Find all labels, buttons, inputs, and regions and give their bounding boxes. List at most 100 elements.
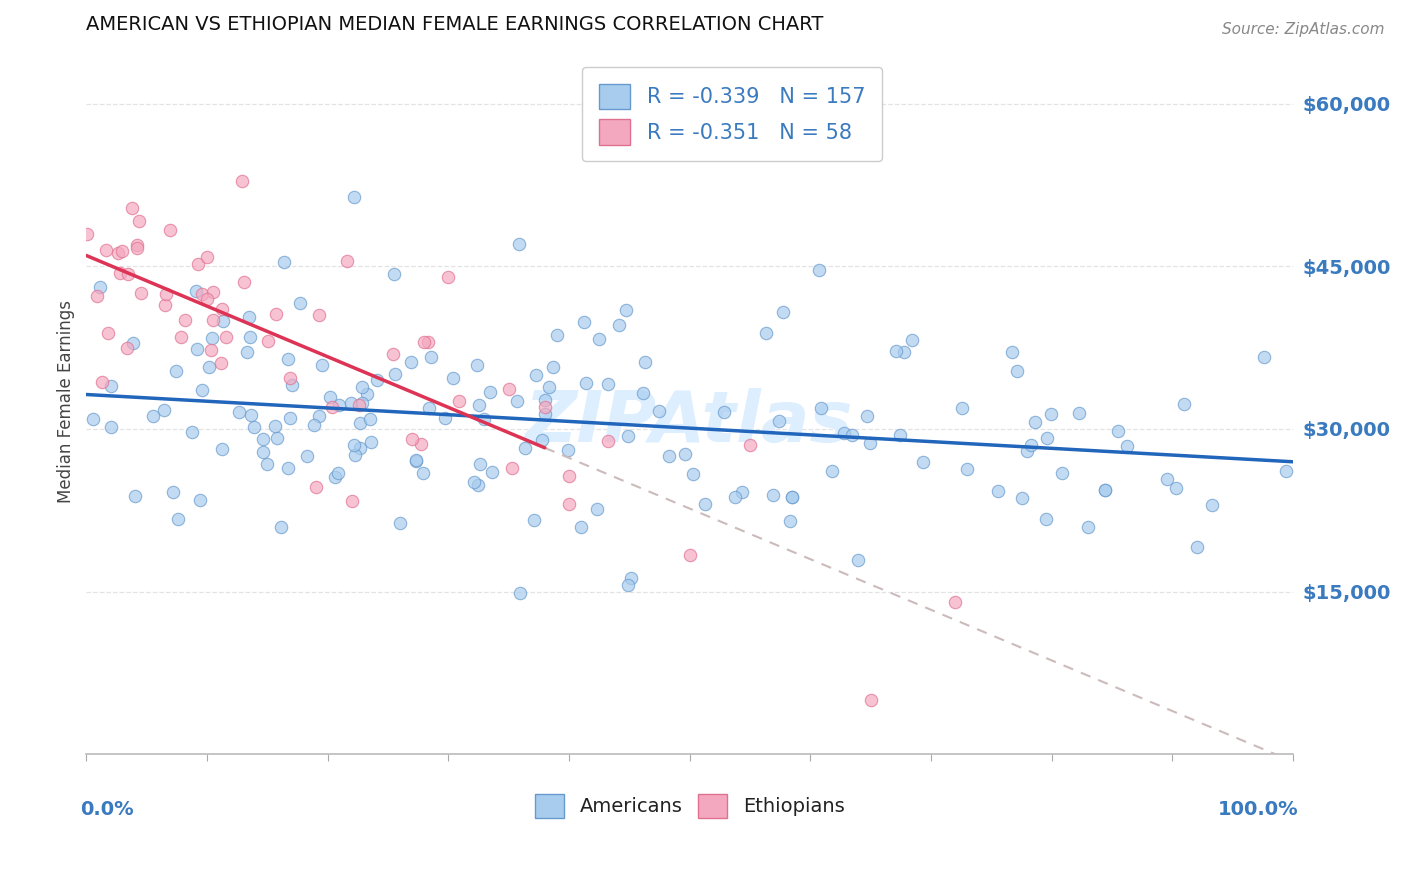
Text: 100.0%: 100.0%: [1219, 800, 1299, 819]
Point: [1017, 444, 1039, 458]
Point: [399, 355, 422, 369]
Point: [252, 432, 274, 446]
Point: [323, 470, 346, 484]
Point: [281, 378, 304, 392]
Point: [808, 263, 831, 277]
Point: [115, 342, 138, 356]
Point: [128, 214, 150, 228]
Point: [617, 578, 640, 592]
Point: [713, 405, 735, 419]
Point: [434, 411, 457, 425]
Point: [401, 432, 423, 446]
Point: [1253, 350, 1275, 364]
Point: [349, 417, 371, 431]
Point: [1201, 498, 1223, 512]
Point: [91, 375, 114, 389]
Point: [209, 356, 232, 370]
Point: [343, 448, 366, 462]
Point: [647, 403, 669, 417]
Point: [558, 469, 581, 483]
Point: [447, 394, 470, 409]
Point: [405, 453, 427, 467]
Point: [295, 449, 318, 463]
Point: [277, 460, 299, 475]
Point: [1094, 483, 1116, 498]
Point: [122, 336, 145, 351]
Point: [418, 401, 440, 415]
Point: [658, 449, 681, 463]
Y-axis label: Median Female Earnings: Median Female Earnings: [58, 301, 75, 503]
Point: [117, 267, 139, 281]
Point: [366, 373, 388, 387]
Point: [468, 398, 491, 412]
Point: [607, 318, 630, 333]
Point: [693, 497, 716, 511]
Point: [586, 502, 609, 516]
Point: [413, 335, 436, 350]
Point: [780, 490, 803, 504]
Point: [266, 307, 288, 321]
Point: [162, 484, 184, 499]
Point: [211, 302, 233, 317]
Point: [416, 335, 439, 350]
Point: [108, 266, 131, 280]
Point: [534, 407, 557, 421]
Point: [546, 328, 568, 343]
Point: [1173, 397, 1195, 411]
Point: [273, 255, 295, 269]
Point: [832, 425, 855, 440]
Point: [1036, 431, 1059, 445]
Point: [468, 458, 491, 472]
Point: [169, 329, 191, 343]
Point: [498, 382, 520, 396]
Point: [347, 398, 370, 412]
Point: [859, 693, 882, 707]
Point: [531, 433, 554, 447]
Point: [950, 401, 973, 415]
Point: [772, 305, 794, 319]
Point: [356, 387, 378, 401]
Point: [153, 402, 176, 417]
Point: [195, 292, 218, 306]
Point: [465, 358, 488, 372]
Point: [534, 392, 557, 407]
Point: [308, 409, 330, 424]
Point: [779, 514, 801, 528]
Point: [197, 250, 219, 264]
Point: [501, 461, 523, 475]
Text: Source: ZipAtlas.com: Source: ZipAtlas.com: [1222, 22, 1385, 37]
Point: [437, 270, 460, 285]
Point: [956, 462, 979, 476]
Point: [731, 485, 754, 500]
Point: [515, 441, 537, 455]
Point: [191, 287, 214, 301]
Point: [201, 331, 224, 345]
Point: [1005, 364, 1028, 378]
Point: [359, 412, 381, 426]
Point: [166, 364, 188, 378]
Point: [1164, 481, 1187, 495]
Point: [270, 519, 292, 533]
Point: [724, 491, 747, 505]
Point: [107, 246, 129, 260]
Point: [616, 303, 638, 318]
Point: [166, 512, 188, 526]
Point: [328, 398, 350, 412]
Point: [266, 431, 288, 445]
Point: [508, 236, 530, 251]
Point: [127, 241, 149, 255]
Point: [856, 409, 879, 423]
Text: ZIPAtlas: ZIPAtlas: [526, 389, 853, 458]
Point: [541, 359, 564, 374]
Point: [738, 438, 761, 452]
Point: [350, 396, 373, 410]
Point: [124, 489, 146, 503]
Point: [181, 425, 204, 440]
Point: [841, 428, 863, 442]
Point: [412, 467, 434, 481]
Point: [463, 475, 485, 490]
Point: [472, 412, 495, 426]
Point: [96, 243, 118, 257]
Point: [201, 285, 224, 300]
Point: [86, 289, 108, 303]
